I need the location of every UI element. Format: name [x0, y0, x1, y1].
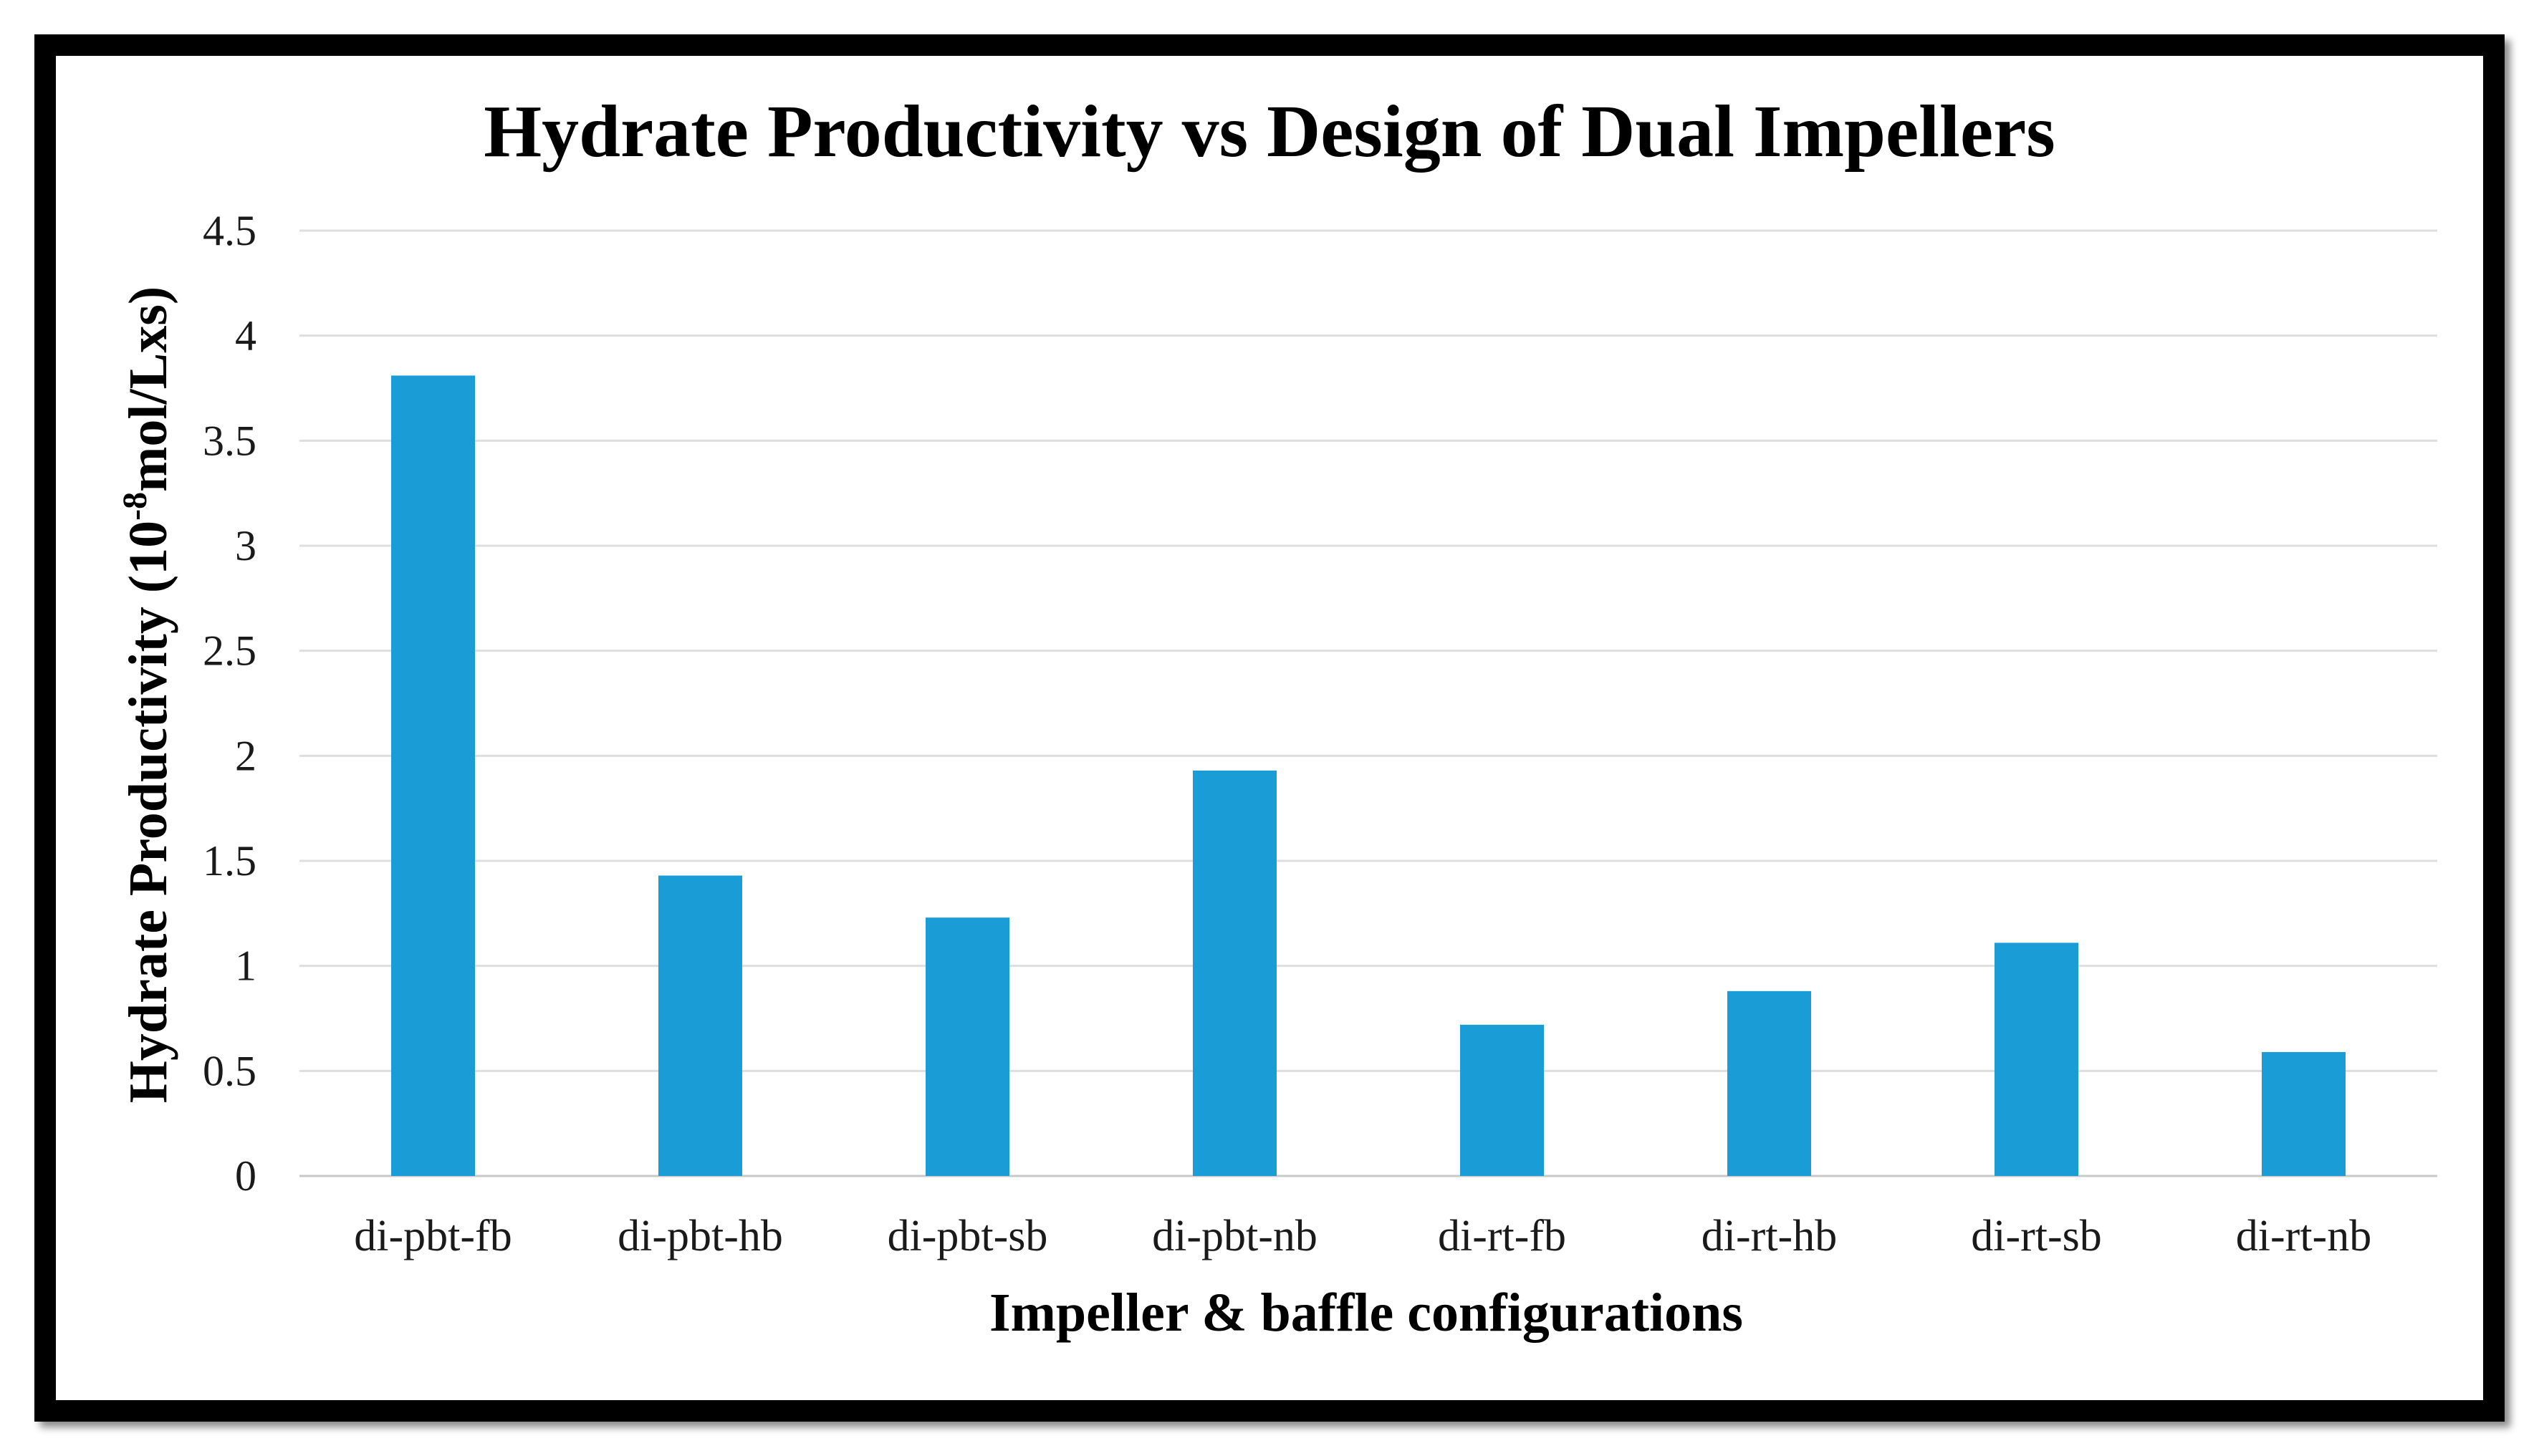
y-tick-label: 1 — [235, 942, 256, 990]
y-tick-label: 3 — [235, 522, 256, 569]
bar-di-rt-sb — [1995, 942, 2078, 1176]
y-tick-label: 1.5 — [203, 837, 256, 884]
y-tick-label: 2.5 — [203, 627, 256, 675]
x-tick-label: di-rt-sb — [1971, 1212, 2102, 1260]
x-tick-label: di-pbt-sb — [888, 1212, 1048, 1260]
x-axis-title: Impeller & baffle configurations — [989, 1283, 1743, 1343]
x-tick-label: di-pbt-hb — [618, 1212, 783, 1260]
y-axis-title-superscript: -8 — [116, 492, 154, 521]
bar-di-rt-nb — [2262, 1051, 2346, 1176]
x-tick-label: di-pbt-fb — [354, 1212, 512, 1260]
y-tick-label: 2 — [235, 732, 256, 779]
bars — [391, 375, 2346, 1176]
bar-di-rt-hb — [1727, 990, 1811, 1176]
bar-di-pbt-hb — [658, 875, 742, 1176]
x-tick-label: di-pbt-nb — [1152, 1212, 1318, 1260]
x-tick-label: di-rt-fb — [1438, 1212, 1566, 1260]
bar-di-pbt-fb — [391, 375, 475, 1176]
y-tick-label: 4.5 — [203, 207, 256, 254]
x-tick-label: di-rt-nb — [2236, 1212, 2371, 1260]
bar-di-pbt-nb — [1193, 770, 1277, 1176]
gridlines — [299, 229, 2437, 1177]
y-tick-label: 0.5 — [203, 1047, 256, 1094]
y-axis-title-tail: mol/Lxs) — [118, 286, 178, 492]
x-tick-labels: di-pbt-fb di-pbt-hb di-pbt-sb di-pbt-nb di-r… — [354, 1212, 2371, 1260]
x-tick-label: di-rt-hb — [1702, 1212, 1837, 1260]
y-tick-label: 0 — [235, 1152, 256, 1200]
bar-di-rt-fb — [1460, 1024, 1544, 1176]
y-tick-label: 4 — [235, 312, 256, 360]
y-axis-title: Hydrate Productivity (10-8mol/Lxs) — [116, 286, 178, 1103]
bar-di-pbt-sb — [926, 917, 1009, 1176]
y-tick-labels: 0 0.5 1 1.5 2 2.5 3 3.5 4 4.5 — [203, 207, 256, 1200]
y-axis-title-main: Hydrate Productivity (10 — [118, 521, 178, 1103]
chart-title: Hydrate Productivity vs Design of Dual I… — [484, 90, 2055, 173]
y-tick-label: 3.5 — [203, 417, 256, 464]
